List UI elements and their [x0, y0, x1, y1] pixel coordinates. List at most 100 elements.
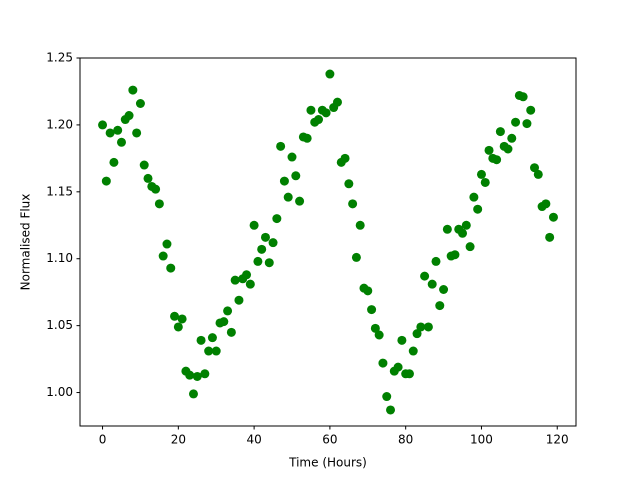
data-point — [200, 369, 210, 379]
data-point — [207, 333, 217, 343]
data-point — [132, 128, 142, 138]
data-point — [435, 301, 445, 311]
data-point — [162, 239, 172, 249]
data-point — [511, 117, 521, 127]
data-point — [173, 322, 183, 332]
data-point — [279, 176, 289, 186]
data-point — [382, 392, 392, 402]
data-point — [113, 125, 123, 135]
data-point — [458, 228, 468, 238]
data-point — [340, 153, 350, 163]
data-point — [469, 192, 479, 202]
data-point — [548, 212, 558, 222]
data-point — [423, 322, 433, 332]
data-point — [374, 330, 384, 340]
data-point — [420, 271, 430, 281]
data-point — [128, 85, 138, 95]
data-point — [351, 252, 361, 262]
data-point — [264, 258, 274, 268]
data-point — [473, 204, 483, 214]
x-tick-label: 100 — [470, 433, 493, 447]
data-point — [291, 171, 301, 181]
data-point — [321, 108, 331, 118]
data-point — [386, 405, 396, 415]
data-point — [105, 128, 115, 138]
data-point — [404, 369, 414, 379]
x-tick-label: 0 — [99, 433, 107, 447]
data-point — [287, 152, 297, 162]
data-point — [363, 286, 373, 296]
data-point — [518, 92, 528, 102]
data-point — [253, 256, 263, 266]
data-point — [302, 133, 312, 143]
data-point — [503, 144, 513, 154]
y-tick-label: 1.25 — [46, 51, 73, 65]
data-point — [272, 214, 282, 224]
data-point — [397, 335, 407, 345]
data-point — [408, 346, 418, 356]
data-point — [204, 346, 214, 356]
data-point — [192, 371, 202, 381]
data-point — [135, 98, 145, 108]
data-point — [257, 244, 267, 254]
data-point — [151, 184, 161, 194]
data-point — [461, 220, 471, 230]
data-point — [226, 327, 236, 337]
data-point — [230, 275, 240, 285]
data-point — [166, 263, 176, 273]
data-point — [306, 105, 316, 115]
data-point — [314, 115, 324, 125]
data-point — [249, 220, 259, 230]
data-point — [332, 97, 342, 107]
data-point — [260, 232, 270, 242]
data-point — [495, 127, 505, 137]
data-point — [101, 176, 111, 186]
data-point — [450, 250, 460, 260]
data-point — [185, 370, 195, 380]
data-point — [139, 160, 149, 170]
data-point — [245, 279, 255, 289]
data-point — [170, 311, 180, 321]
data-point — [492, 155, 502, 165]
data-point — [439, 285, 449, 295]
data-point — [116, 137, 126, 147]
data-point — [416, 322, 426, 332]
data-point — [393, 362, 403, 372]
y-tick-label: 1.15 — [46, 184, 73, 198]
x-axis-label: Time (Hours) — [288, 456, 367, 470]
data-point — [526, 105, 536, 115]
data-point — [484, 145, 494, 155]
data-point — [522, 119, 532, 129]
data-point — [533, 169, 543, 179]
data-point — [378, 358, 388, 368]
data-point — [109, 157, 119, 167]
data-point — [124, 111, 134, 121]
data-point — [507, 133, 517, 143]
x-tick-label: 120 — [546, 433, 569, 447]
data-point — [283, 192, 293, 202]
data-point — [211, 346, 221, 356]
data-point — [431, 256, 441, 266]
x-tick-label: 60 — [322, 433, 337, 447]
data-point — [480, 177, 490, 187]
data-point — [158, 251, 168, 261]
data-point — [476, 169, 486, 179]
data-point — [188, 389, 198, 399]
data-point — [530, 163, 540, 173]
data-point — [348, 199, 358, 209]
data-point — [242, 270, 252, 280]
data-point — [545, 232, 555, 242]
data-point — [276, 141, 286, 151]
data-point — [219, 317, 229, 327]
y-tick-label: 1.00 — [46, 385, 73, 399]
data-point — [223, 306, 233, 316]
data-point — [154, 199, 164, 209]
data-point — [465, 242, 475, 252]
x-tick-label: 80 — [398, 433, 413, 447]
data-point — [234, 295, 244, 305]
data-point — [367, 305, 377, 315]
data-point — [268, 238, 278, 248]
data-point — [442, 224, 452, 234]
data-point — [98, 120, 108, 130]
